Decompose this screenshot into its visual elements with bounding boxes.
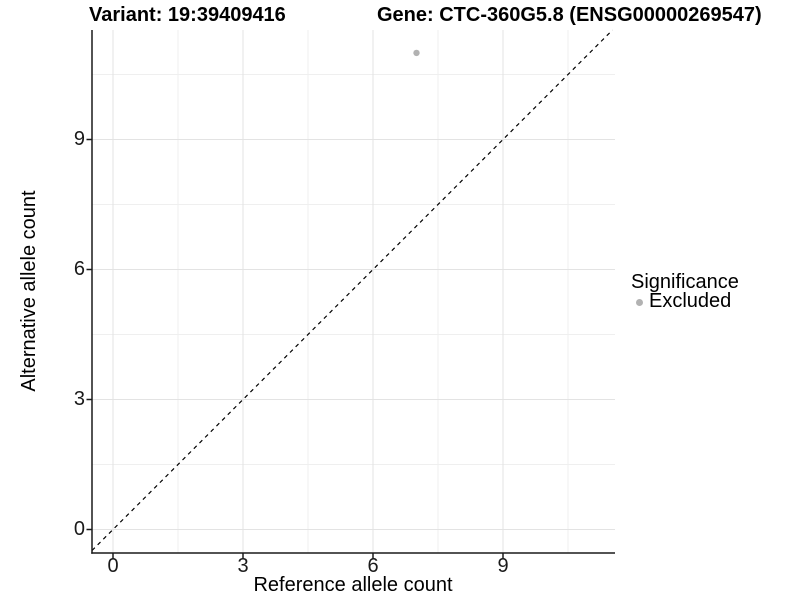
y-tick-label: 0	[73, 518, 85, 540]
legend-title: Significance	[631, 271, 739, 293]
plot-title-variant: Variant: 19:39409416	[89, 4, 286, 26]
grid-major	[92, 30, 615, 553]
legend-point-icon	[636, 298, 643, 306]
y-tick-label: 9	[73, 128, 85, 150]
legend-entry-label: Excluded	[649, 290, 732, 312]
identity-reference-line	[91, 29, 613, 551]
y-tick-label: 3	[73, 388, 85, 410]
plot-title-gene: Gene: CTC-360G5.8 (ENSG00000269547)	[377, 4, 762, 26]
y-axis-ticks	[86, 138, 92, 531]
x-tick-label: 3	[237, 555, 249, 577]
grid-minor	[92, 30, 615, 553]
x-tick-label: 0	[107, 555, 119, 577]
x-tick-label: 6	[367, 555, 379, 577]
x-tick-label: 9	[497, 555, 509, 577]
y-tick-label: 6	[73, 258, 85, 280]
data-point	[413, 49, 420, 57]
x-axis-title: Reference allele count	[253, 574, 453, 596]
x-axis-ticks	[112, 553, 504, 559]
y-axis-title: Alternative allele count	[18, 190, 40, 392]
